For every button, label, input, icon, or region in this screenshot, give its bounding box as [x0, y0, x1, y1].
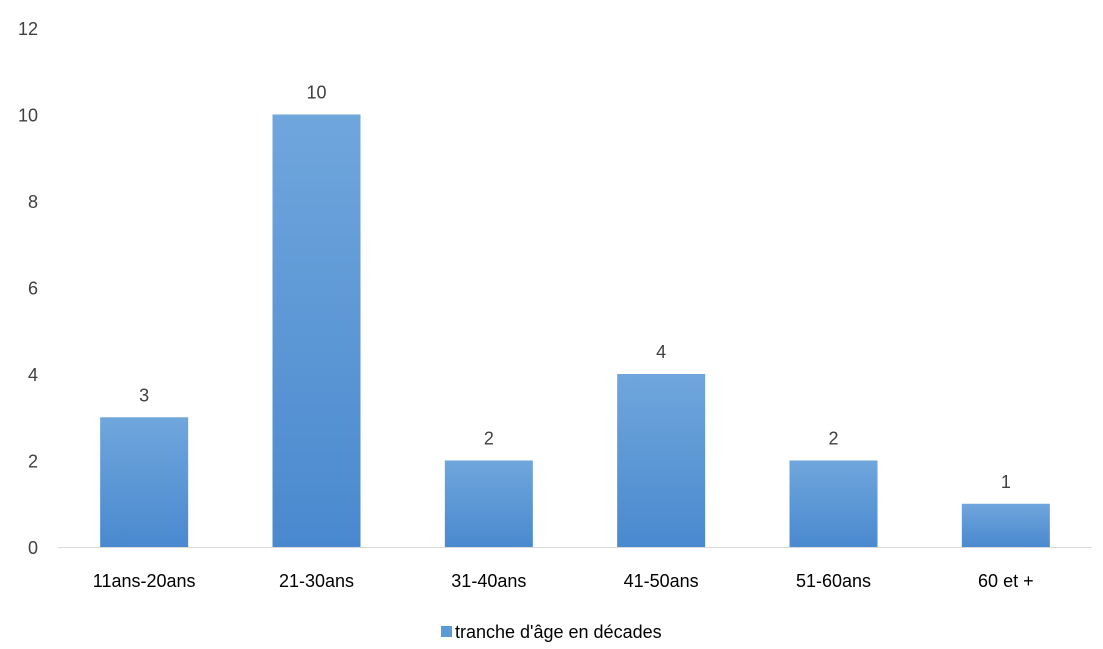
data-label: 3 [139, 385, 149, 405]
bar-0 [100, 417, 189, 547]
bar-3 [617, 374, 706, 547]
bars-group [100, 114, 1050, 547]
x-tick-label: 60 et + [978, 571, 1034, 591]
x-axis-tick-labels: 11ans-20ans 21-30ans 31-40ans 41-50ans 51-60… [93, 571, 1034, 591]
y-tick-label: 10 [18, 106, 38, 126]
bar-5 [961, 503, 1050, 547]
x-tick-label: 21-30ans [279, 571, 354, 591]
legend-label: tranche d'âge en décades [455, 622, 662, 642]
x-tick-label: 51-60ans [796, 571, 871, 591]
y-tick-label: 0 [28, 538, 38, 558]
legend: tranche d'âge en décades [441, 622, 662, 642]
y-tick-label: 6 [28, 279, 38, 299]
x-tick-label: 41-50ans [624, 571, 699, 591]
data-label: 2 [484, 429, 494, 449]
x-tick-label: 11ans-20ans [93, 571, 196, 591]
y-tick-label: 12 [18, 19, 38, 39]
data-label: 1 [1001, 472, 1011, 492]
data-label: 10 [306, 83, 326, 103]
x-tick-label: 31-40ans [451, 571, 526, 591]
bar-1 [272, 114, 361, 547]
y-tick-label: 4 [28, 365, 38, 385]
data-label: 4 [656, 342, 666, 362]
y-tick-label: 2 [28, 452, 38, 472]
data-labels-group: 3 10 2 4 2 1 [139, 83, 1011, 492]
bar-4 [789, 460, 878, 547]
y-tick-label: 8 [28, 192, 38, 212]
data-label: 2 [828, 429, 838, 449]
y-axis-tick-labels: 0 2 4 6 8 10 12 [18, 19, 38, 558]
bar-2 [444, 460, 533, 547]
legend-swatch [441, 626, 452, 637]
